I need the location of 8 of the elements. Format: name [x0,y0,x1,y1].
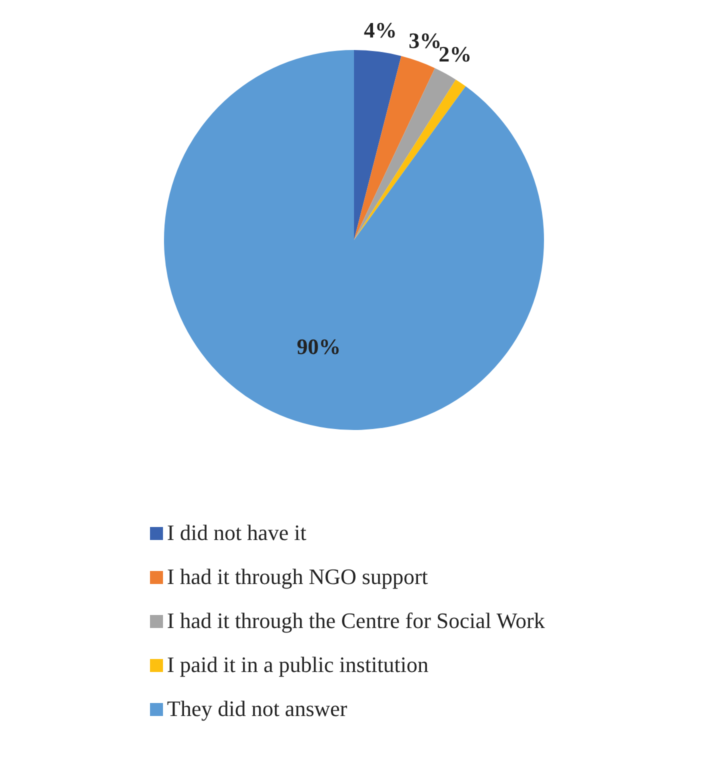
data-label: 4% [364,17,397,42]
data-label: 2% [438,42,472,67]
legend-label: I paid it in a public institution [167,652,429,678]
data-label: 90% [296,334,341,360]
legend-label: I had it through the Centre for Social Work [167,608,545,634]
legend-label: I had it through NGO support [167,564,428,590]
legend-label: They did not answer [167,696,348,722]
legend-label: I did not have it [167,520,306,546]
